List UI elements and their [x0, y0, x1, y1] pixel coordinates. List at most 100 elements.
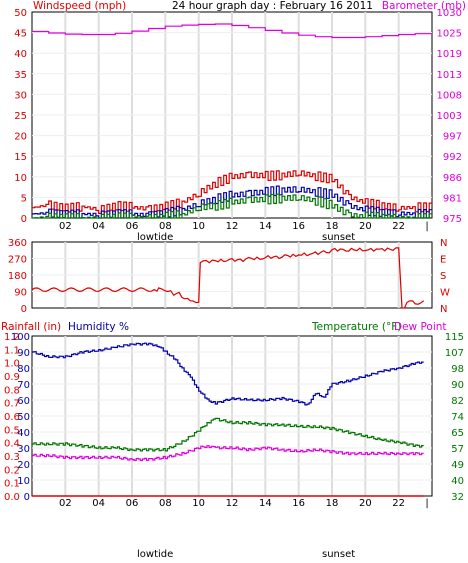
series-windspeed-mph- [32, 170, 432, 214]
humidity-tick-label: 50 [17, 412, 30, 423]
bot-hour-tick-label: 04 [92, 498, 105, 509]
windspeed-tick-label: 35 [14, 70, 27, 81]
top-hour-tick-label: 06 [126, 221, 139, 232]
barometer-tick-label: 992 [443, 152, 462, 163]
wind-direction-tick-label: 0 [21, 304, 27, 315]
rainfall-tick-label: 0.8 [4, 385, 20, 396]
compass-label: E [440, 255, 446, 266]
graph-title: 24 hour graph day : February 16 2011 [172, 0, 373, 12]
top-hour-tick-label: 18 [326, 221, 339, 232]
temperature-axis-title: Temperature (°F) [311, 321, 401, 333]
top-hour-tick-label: 12 [226, 221, 239, 232]
barometer-tick-label: 986 [443, 173, 462, 184]
windspeed-tick-label: 45 [14, 29, 27, 40]
series-wind-direction [31, 247, 425, 309]
windspeed-tick-label: 40 [14, 49, 27, 60]
compass-label: S [440, 271, 446, 282]
rainfall-tick-label: 0.0 [4, 492, 20, 503]
barometer-tick-label: 1008 [437, 90, 462, 101]
humidity-tick-label: 80 [17, 364, 30, 375]
top-hour-tick-label: 08 [159, 221, 172, 232]
lowtide-marker-top: lowtide [137, 232, 173, 243]
series-dew-point [32, 445, 424, 462]
bot-hour-tick-label: 16 [292, 498, 305, 509]
barometer-tick-label: 1025 [437, 29, 462, 40]
rainfall-tick-label: 0.4 [4, 439, 20, 450]
humidity-axis-title: Humidity % [68, 321, 129, 333]
temperature-tick-label: 57 [451, 444, 464, 455]
middle-panel-series [31, 247, 425, 309]
top-hour-tick-label: 22 [392, 221, 405, 232]
series-average [32, 193, 432, 219]
temperature-tick-label: 40 [451, 476, 464, 487]
bot-hour-tick-label: 12 [226, 498, 239, 509]
bot-hour-tick-label: 14 [259, 498, 272, 509]
humidity-tick-label: 100 [11, 332, 30, 343]
windspeed-tick-label: 10 [14, 173, 27, 184]
temperature-tick-label: 74 [451, 412, 464, 423]
series-temperature-f [32, 417, 424, 452]
humidity-tick-label: 20 [17, 460, 30, 471]
compass-label: N [440, 304, 447, 315]
top-panel-series [32, 23, 432, 219]
rainfall-tick-label: 0.6 [4, 412, 20, 423]
lowtide-marker-bottom: lowtide [137, 549, 173, 559]
temperature-tick-label: 32 [451, 492, 464, 503]
bot-hour-tick-label: 02 [59, 498, 72, 509]
top-hour-tick-label: 20 [359, 221, 372, 232]
humidity-tick-label: 60 [17, 396, 30, 407]
bottom-panel-series [32, 342, 424, 497]
wind-direction-tick-label: 90 [14, 288, 27, 299]
bot-hour-tick-label: 08 [159, 498, 172, 509]
rainfall-tick-label: 0.3 [4, 452, 20, 463]
top-hour-tick-label: 16 [292, 221, 305, 232]
windspeed-tick-label: 0 [21, 214, 27, 225]
windspeed-tick-label: 50 [14, 8, 27, 19]
barometer-axis-title: Barometer (mb) [382, 0, 466, 12]
rainfall-tick-label: 0.2 [4, 465, 20, 476]
rainfall-axis-title: Rainfall (in) [1, 321, 61, 333]
windspeed-tick-label: 15 [14, 152, 27, 163]
compass-label: W [440, 288, 450, 299]
top-hour-tick-label: 04 [92, 221, 105, 232]
humidity-tick-label: 90 [17, 348, 30, 359]
top-hour-tick-label: 14 [259, 221, 272, 232]
wind-direction-tick-label: 270 [8, 255, 27, 266]
sunset-marker-bottom: sunset [322, 549, 355, 559]
rainfall-tick-label: 0.1 [4, 479, 20, 490]
temperature-tick-label: 49 [451, 460, 464, 471]
bot-end-tick-mark: | [425, 498, 428, 509]
wind-direction-tick-label: 360 [8, 238, 27, 249]
temperature-tick-label: 98 [451, 364, 464, 375]
rainfall-tick-label: 1.2 [4, 332, 20, 343]
humidity-tick-label: 0 [24, 492, 30, 503]
rainfall-tick-label: 0.5 [4, 425, 20, 436]
top-hour-tick-label: 10 [192, 221, 205, 232]
temperature-tick-label: 90 [451, 380, 464, 391]
rainfall-tick-label: 0.7 [4, 399, 20, 410]
top-end-tick-mark: | [425, 221, 428, 232]
temperature-tick-label: 115 [445, 332, 464, 343]
humidity-tick-label: 30 [17, 444, 30, 455]
dewpoint-axis-title: Dew Point [394, 321, 447, 333]
humidity-tick-label: 10 [17, 476, 30, 487]
series-barometer-mb- [32, 23, 432, 39]
sunset-marker-top: sunset [322, 232, 355, 243]
top-hour-tick-label: 02 [59, 221, 72, 232]
barometer-tick-label: 981 [443, 193, 462, 204]
temperature-tick-label: 107 [445, 348, 464, 359]
bot-hour-tick-label: 06 [126, 498, 139, 509]
windspeed-tick-label: 25 [14, 111, 27, 122]
bot-hour-tick-label: 22 [392, 498, 405, 509]
bot-hour-tick-label: 18 [326, 498, 339, 509]
rainfall-tick-label: 0.9 [4, 372, 20, 383]
windspeed-tick-label: 30 [14, 90, 27, 101]
axis-tick-labels: 02 04 06 08 10 12 14 16 18 20 22 | 02 04 06 08 10 12 14 16 1… [4, 8, 464, 509]
barometer-tick-label: 1013 [437, 70, 462, 81]
barometer-tick-label: 997 [443, 132, 462, 143]
barometer-tick-label: 975 [443, 214, 462, 225]
windspeed-tick-label: 20 [14, 132, 27, 143]
bot-hour-tick-label: 20 [359, 498, 372, 509]
